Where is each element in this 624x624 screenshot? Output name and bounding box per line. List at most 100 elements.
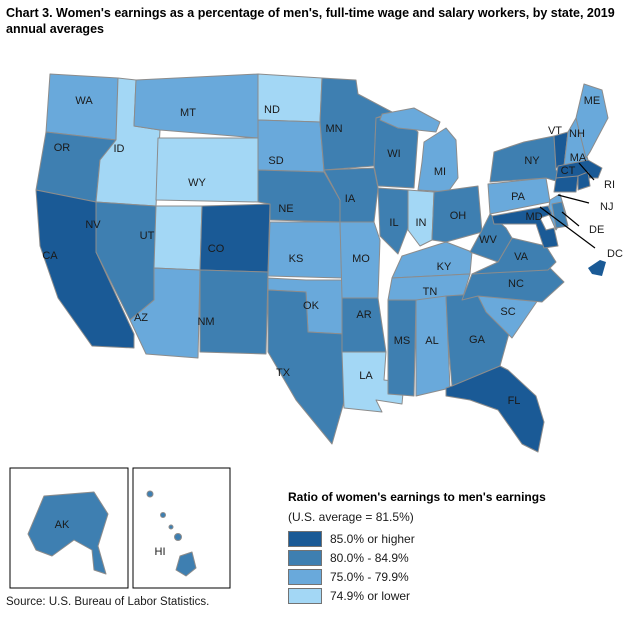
legend-rows: 85.0% or higher 80.0% - 84.9% 75.0% - 79.9… <box>288 530 618 604</box>
hawaii-inset-box <box>132 467 231 589</box>
legend-label: 75.0% - 79.9% <box>330 569 409 584</box>
state-ar <box>341 297 387 353</box>
state-label-id: ID <box>114 143 125 155</box>
state-label-il: IL <box>389 217 398 229</box>
state-label-mi: MI <box>434 166 446 178</box>
state-label-ky: KY <box>437 261 452 273</box>
state-label-de: DE <box>589 224 604 236</box>
state-wa <box>45 73 119 141</box>
ri-callout-line <box>578 162 595 181</box>
nj-callout-line <box>557 194 590 204</box>
state-label-mo: MO <box>352 253 370 265</box>
state-hi-island1 <box>146 490 154 498</box>
state-label-ia: IA <box>345 193 356 205</box>
state-label-nh: NH <box>569 128 585 140</box>
state-hi <box>175 551 197 577</box>
state-label-nj: NJ <box>600 201 613 213</box>
state-label-nc: NC <box>508 278 524 290</box>
state-ct <box>553 175 579 193</box>
state-label-nv: NV <box>85 219 101 231</box>
state-me <box>575 83 609 159</box>
state-ks <box>267 221 343 279</box>
state-labels-layer: WA OR CA ID NV UT AZ MT WY CO NM ND SD NE KS OK TX MN IA MO… <box>42 95 623 558</box>
state-label-ut: UT <box>140 230 155 242</box>
state-label-wa: WA <box>75 95 93 107</box>
state-fl <box>445 365 545 453</box>
state-oh <box>431 185 483 243</box>
state-hi-island2 <box>160 512 166 518</box>
state-label-ca: CA <box>42 250 58 262</box>
state-label-me: ME <box>584 95 601 107</box>
state-co <box>199 203 271 273</box>
states-layer <box>27 73 609 577</box>
state-mi-part2 <box>379 107 441 133</box>
state-label-oh: OH <box>450 210 467 222</box>
de-callout-line <box>561 211 580 227</box>
state-label-md: MD <box>525 211 542 223</box>
state-wy <box>155 137 259 203</box>
state-mo <box>339 221 381 299</box>
state-label-ks: KS <box>289 253 304 265</box>
legend-swatch-3 <box>288 587 322 604</box>
state-label-mt: MT <box>180 107 196 119</box>
state-label-pa: PA <box>511 191 526 203</box>
state-label-ga: GA <box>469 334 486 346</box>
state-label-ct: CT <box>561 165 576 177</box>
state-mt <box>133 73 259 139</box>
legend-subtitle: (U.S. average = 81.5%) <box>288 510 414 524</box>
state-label-al: AL <box>425 335 438 347</box>
state-label-ny: NY <box>524 155 540 167</box>
state-hi-island3 <box>168 524 174 530</box>
legend-swatch-1 <box>288 549 322 566</box>
legend-label: 74.9% or lower <box>330 588 411 603</box>
legend-swatch-0 <box>288 530 322 547</box>
state-label-tn: TN <box>423 286 438 298</box>
state-label-ri: RI <box>604 179 615 191</box>
state-label-ms: MS <box>394 335 411 347</box>
state-label-mn: MN <box>325 123 342 135</box>
state-ky <box>391 241 473 279</box>
map-legend: Ratio of women's earnings to men's earni… <box>288 490 618 607</box>
dc-callout-line <box>539 206 596 249</box>
legend-label: 85.0% or higher <box>330 531 415 546</box>
state-label-ok: OK <box>303 300 320 312</box>
state-label-ne: NE <box>278 203 293 215</box>
state-in <box>407 189 435 247</box>
state-label-in: IN <box>416 217 427 229</box>
state-label-nd: ND <box>264 104 280 116</box>
state-label-wy: WY <box>188 177 206 189</box>
legend-swatch-2 <box>288 568 322 585</box>
state-label-wi: WI <box>387 148 400 160</box>
state-ut <box>153 205 203 271</box>
state-label-va: VA <box>514 251 529 263</box>
state-il <box>377 187 409 255</box>
state-ri <box>577 171 591 191</box>
state-de <box>551 201 569 229</box>
state-label-tx: TX <box>276 367 291 379</box>
state-label-sd: SD <box>268 155 283 167</box>
chart-title: Chart 3. Women's earnings as a percentag… <box>6 6 615 36</box>
state-mi <box>417 127 459 193</box>
state-label-la: LA <box>359 370 373 382</box>
state-label-ma: MA <box>570 152 587 164</box>
state-ak <box>27 491 109 575</box>
state-ma <box>555 159 603 179</box>
state-label-ak: AK <box>55 519 70 531</box>
state-label-ar: AR <box>356 309 371 321</box>
state-label-sc: SC <box>500 306 515 318</box>
state-label-vt: VT <box>548 125 562 137</box>
state-label-or: OR <box>54 142 71 154</box>
state-label-dc: DC <box>607 248 623 260</box>
state-la <box>341 351 405 413</box>
dc-marker <box>588 260 606 276</box>
state-ms <box>387 299 417 397</box>
state-label-hi: HI <box>155 546 166 558</box>
legend-item: 74.9% or lower <box>288 587 618 604</box>
state-label-nm: NM <box>197 316 214 328</box>
state-ne <box>257 169 341 223</box>
state-label-fl: FL <box>508 395 521 407</box>
source-note: Source: U.S. Bureau of Labor Statistics. <box>6 596 210 608</box>
legend-title: Ratio of women's earnings to men's earni… <box>288 490 546 504</box>
